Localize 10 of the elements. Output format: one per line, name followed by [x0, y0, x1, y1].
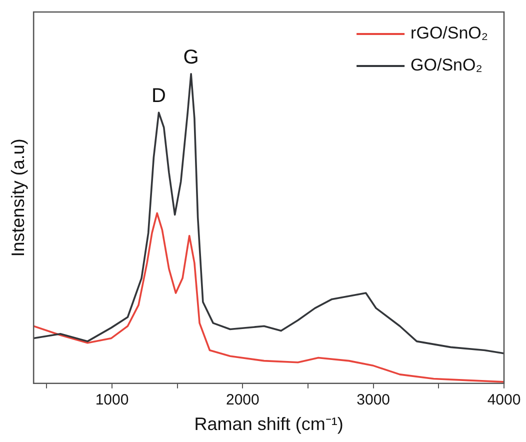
y-axis-title: Instensity (a.u) — [8, 138, 28, 257]
x-tick-label: 4000 — [487, 392, 521, 409]
annotation: G — [183, 46, 199, 68]
legend-label: rGO/SnO₂ — [410, 24, 488, 43]
x-axis-title: Raman shift (cm⁻¹) — [194, 414, 344, 434]
x-tick-label: 3000 — [356, 392, 390, 409]
annotation: D — [152, 85, 166, 108]
x-tick-label: 2000 — [226, 392, 260, 409]
legend-label: GO/SnO₂ — [410, 56, 482, 75]
x-tick-label: 1000 — [95, 392, 129, 409]
